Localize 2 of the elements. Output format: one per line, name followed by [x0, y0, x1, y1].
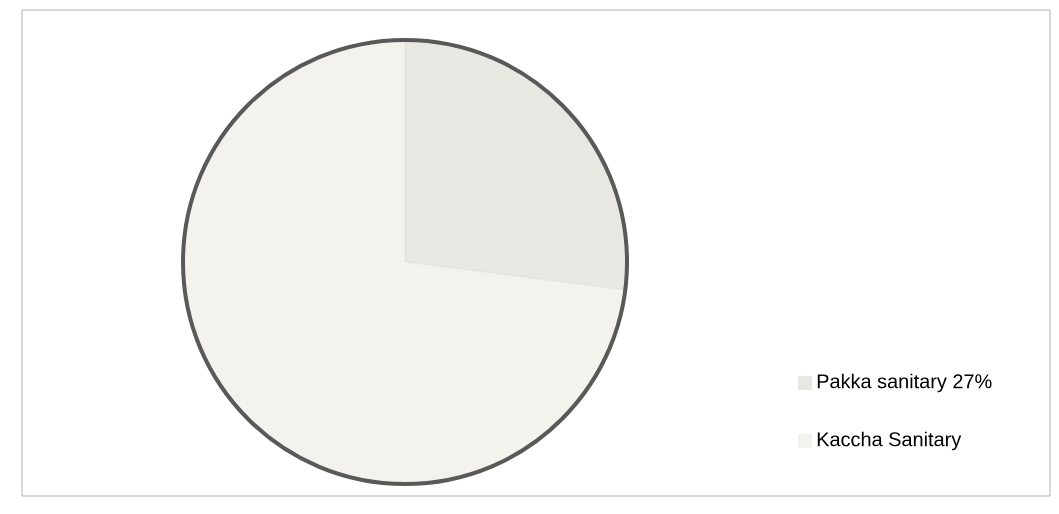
legend-label: Kaccha Sanitary — [817, 431, 962, 451]
legend-label: Pakka sanitary 27% — [817, 373, 992, 393]
